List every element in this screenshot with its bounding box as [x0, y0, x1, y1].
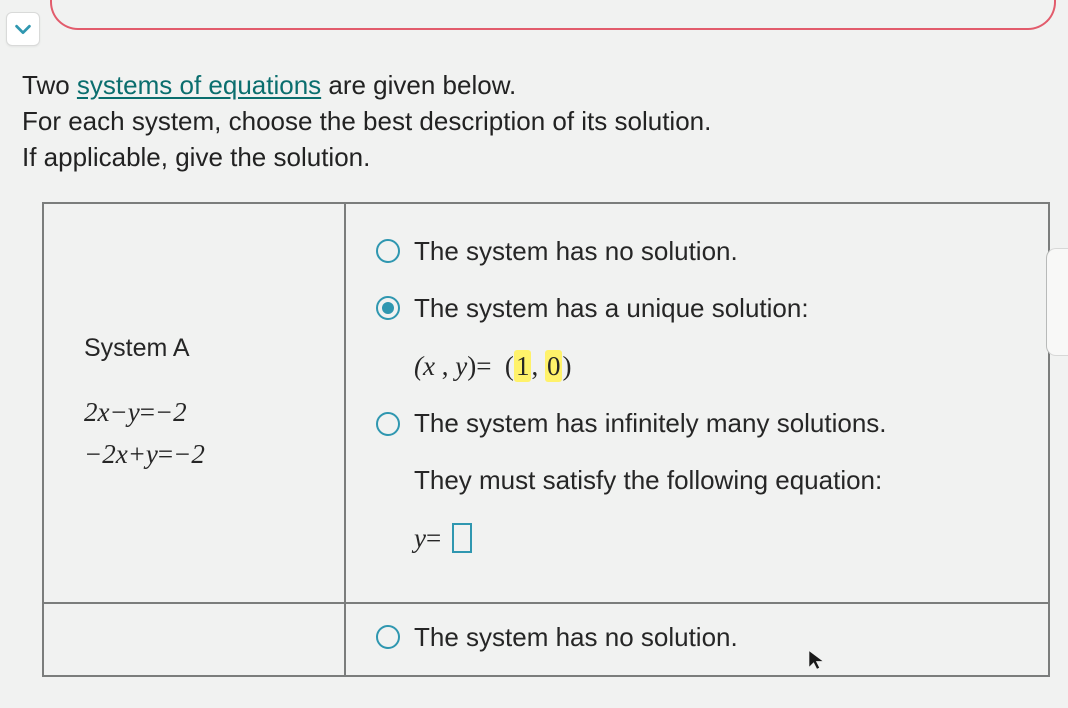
side-rail[interactable] — [1046, 248, 1068, 356]
system-a-row: System A 2x−y=−2 −2x+y=−2 The system has… — [44, 204, 1048, 604]
collapse-button[interactable] — [6, 12, 40, 46]
top-region — [0, 0, 1068, 56]
condition-text: They must satisfy the following equation… — [414, 461, 1030, 500]
option-label: The system has a unique solution: — [414, 289, 809, 328]
prompt-text: For each system, choose the best descrip… — [22, 104, 1044, 140]
option-label: The system has infinitely many solutions… — [414, 404, 887, 443]
system-label: System A — [84, 329, 190, 368]
y-equation-input[interactable] — [452, 523, 472, 553]
system-b-options: The system has no solution. — [346, 604, 1048, 675]
y-equals-input-row: y= — [414, 518, 1030, 559]
option-label: The system has no solution. — [414, 618, 738, 657]
radio-unchecked-icon — [376, 625, 400, 649]
question-prompt: Two systems of equations are given below… — [0, 56, 1068, 196]
system-a-options: The system has no solution. The system h… — [346, 204, 1048, 602]
solution-x-input[interactable]: 1 — [514, 350, 532, 382]
radio-unchecked-icon — [376, 412, 400, 436]
systems-of-equations-link[interactable]: systems of equations — [77, 70, 321, 100]
unique-solution-value: (x , y)= (1, 0) — [414, 346, 1030, 387]
radio-checked-icon — [376, 296, 400, 320]
equation-1: 2x−y=−2 — [84, 392, 187, 434]
cursor-icon — [806, 649, 828, 671]
prompt-text: Two — [22, 70, 77, 100]
option-label: The system has no solution. — [414, 232, 738, 271]
system-a-label-col: System A 2x−y=−2 −2x+y=−2 — [44, 204, 346, 602]
system-b-row: The system has no solution. — [44, 604, 1048, 675]
option-infinite-solutions[interactable]: The system has infinitely many solutions… — [376, 404, 1030, 443]
option-unique-solution[interactable]: The system has a unique solution: — [376, 289, 1030, 328]
prompt-text: If applicable, give the solution. — [22, 140, 1044, 176]
option-no-solution[interactable]: The system has no solution. — [376, 232, 1030, 271]
radio-unchecked-icon — [376, 239, 400, 263]
chevron-down-icon — [12, 18, 34, 40]
system-b-label-col — [44, 604, 346, 675]
question-panel: System A 2x−y=−2 −2x+y=−2 The system has… — [42, 202, 1050, 677]
option-no-solution-b[interactable]: The system has no solution. — [376, 618, 1030, 657]
prompt-text: are given below. — [321, 70, 516, 100]
equation-2: −2x+y=−2 — [84, 434, 205, 476]
solution-y-input[interactable]: 0 — [545, 350, 563, 382]
header-pill-outline — [50, 0, 1056, 30]
